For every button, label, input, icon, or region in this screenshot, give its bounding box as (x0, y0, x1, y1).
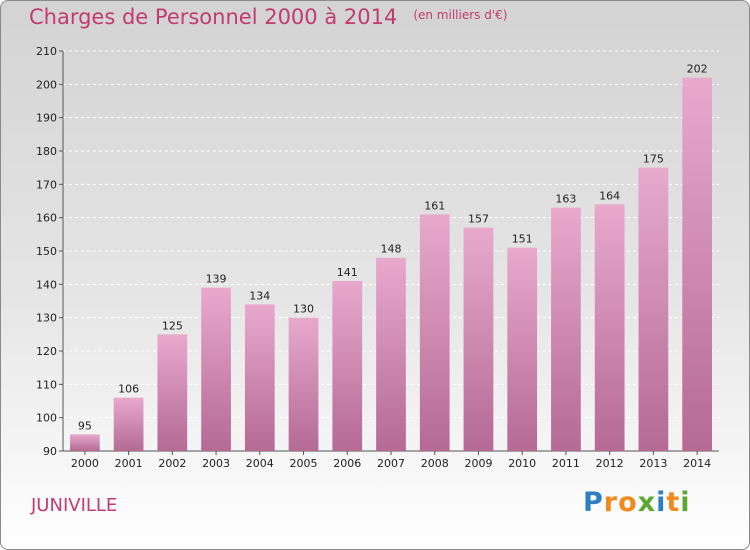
bar (463, 227, 494, 451)
data-label: 125 (162, 319, 183, 332)
bar (594, 204, 625, 451)
x-tick-label: 2002 (158, 457, 186, 470)
chart-title-text: Charges de Personnel 2000 à 2014 (29, 5, 398, 29)
commune-name: JUNIVILLE (31, 495, 118, 516)
y-tick-label: 130 (36, 312, 57, 325)
data-label: 141 (337, 266, 358, 279)
bar (638, 167, 669, 451)
bar (419, 214, 450, 451)
data-label: 148 (381, 243, 402, 256)
logo-letter: o (618, 487, 638, 518)
bar (551, 207, 581, 451)
y-tick-label: 120 (36, 345, 57, 358)
y-tick-label: 190 (36, 112, 57, 125)
data-label: 175 (643, 153, 664, 166)
y-tick-label: 210 (36, 45, 57, 58)
x-tick-label: 2010 (508, 457, 536, 470)
bar (244, 304, 275, 451)
data-label: 106 (118, 383, 139, 396)
logo-letter: x (637, 487, 657, 518)
logo-letter: r (603, 487, 619, 518)
x-tick-label: 2004 (246, 457, 274, 470)
logo-letter: i (680, 487, 691, 518)
logo-letter: P (583, 487, 604, 518)
data-label: 157 (468, 213, 489, 226)
data-label: 130 (293, 303, 314, 316)
x-tick-label: 2001 (115, 457, 143, 470)
y-tick-label: 160 (36, 212, 57, 225)
data-label: 151 (512, 233, 533, 246)
y-tick-label: 90 (43, 445, 57, 458)
x-tick-label: 2012 (596, 457, 624, 470)
data-label: 202 (687, 63, 708, 76)
x-tick-label: 2000 (71, 457, 99, 470)
chart-subtitle: (en milliers d'€) (413, 8, 508, 22)
bar (157, 334, 188, 451)
x-tick-label: 2006 (333, 457, 361, 470)
chart-title: Charges de Personnel 2000 à 2014 (en mill… (29, 5, 507, 29)
y-tick-label: 140 (36, 278, 57, 291)
y-tick-label: 180 (36, 145, 57, 158)
y-tick-label: 110 (36, 378, 57, 391)
proxiti-logo: Proxiti (583, 487, 691, 518)
data-label: 161 (424, 199, 445, 212)
bar (288, 317, 319, 451)
bar (682, 77, 713, 452)
bar (201, 287, 231, 451)
x-tick-label: 2007 (377, 457, 405, 470)
bar (69, 434, 100, 451)
x-tick-label: 2014 (683, 457, 711, 470)
data-label: 163 (555, 193, 576, 206)
bar (507, 247, 538, 451)
y-tick-label: 150 (36, 245, 57, 258)
data-label: 139 (206, 273, 227, 286)
y-tick-label: 170 (36, 178, 57, 191)
x-tick-label: 2003 (202, 457, 230, 470)
y-tick-label: 100 (36, 412, 57, 425)
y-tick-label: 200 (36, 78, 57, 91)
data-label: 164 (599, 189, 620, 202)
logo-letter: i (656, 487, 667, 518)
x-tick-label: 2005 (290, 457, 318, 470)
bar (376, 257, 406, 451)
data-label: 134 (249, 289, 270, 302)
x-tick-label: 2008 (421, 457, 449, 470)
data-label: 95 (78, 419, 92, 432)
logo-letter: t (666, 487, 681, 518)
x-tick-label: 2009 (464, 457, 492, 470)
x-tick-label: 2011 (552, 457, 580, 470)
x-tick-label: 2013 (639, 457, 667, 470)
bar (332, 281, 363, 451)
bar (113, 397, 144, 451)
